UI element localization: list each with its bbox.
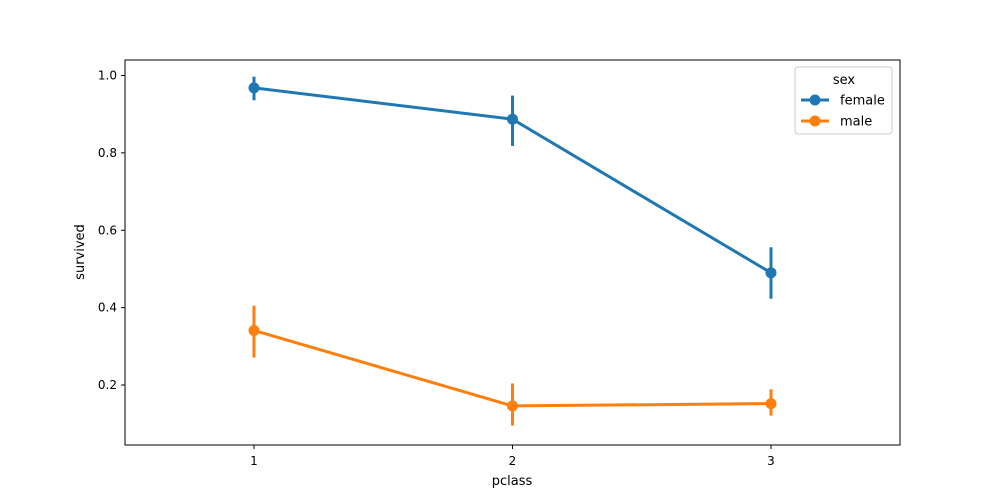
legend: sex female male [794,66,893,135]
y-tick-label: 1.0 [98,68,117,82]
legend-marker [809,94,821,106]
x-axis-ticks: 1 2 3 [250,445,775,468]
legend-title: sex [833,73,856,88]
data-point [248,82,260,94]
y-tick-label: 0.4 [98,301,117,315]
legend-label: male [840,115,872,130]
x-tick-label: 2 [509,454,517,468]
legend-entry-male: male [801,115,872,130]
data-point [765,267,777,279]
legend-marker [809,115,821,127]
legend-label: female [840,94,885,109]
y-tick-label: 0.2 [98,378,117,392]
data-point [765,398,777,410]
series-male [248,305,777,426]
x-tick-label: 3 [767,454,775,468]
legend-entry-female: female [801,94,885,109]
legend-box [794,66,893,135]
y-tick-label: 0.8 [98,146,117,160]
y-tick-label: 0.6 [98,223,117,237]
y-axis-ticks: 0.2 0.4 0.6 0.8 1.0 [98,68,125,392]
x-axis-label: pclass [492,474,533,489]
plot-area [248,76,777,426]
series-female [248,76,777,299]
y-axis-label: survived [73,224,88,280]
x-tick-label: 1 [250,454,258,468]
data-point [248,324,260,336]
data-point [507,113,518,125]
data-point [507,400,518,412]
